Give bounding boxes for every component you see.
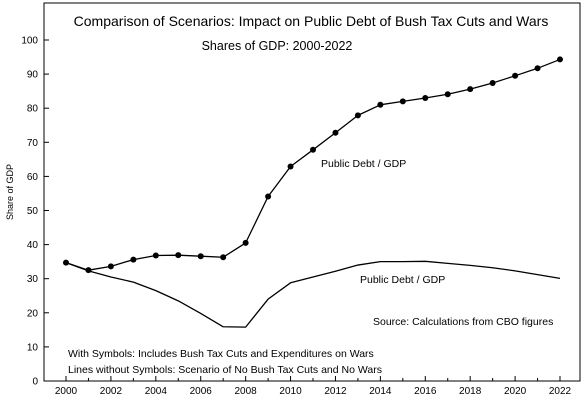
data-point-marker xyxy=(444,91,451,98)
x-tick-label: 2018 xyxy=(459,386,482,397)
series-layer xyxy=(63,56,563,328)
x-tick-label: 2022 xyxy=(549,386,572,397)
data-point-marker xyxy=(152,252,159,259)
y-tick-label: 80 xyxy=(27,104,39,115)
x-tick-label: 2004 xyxy=(145,386,168,397)
x-tick-label: 2020 xyxy=(504,386,527,397)
y-tick-label: 50 xyxy=(27,206,39,217)
data-point-marker xyxy=(354,112,361,119)
y-tick-label: 30 xyxy=(27,274,39,285)
y-tick-label: 100 xyxy=(21,36,38,47)
y-tick-label: 40 xyxy=(27,240,39,251)
x-tick-label: 2014 xyxy=(369,386,392,397)
legend-note-without-symbols: Lines without Symbols: Scenario of No Bu… xyxy=(68,364,382,376)
axes: 0 10 20 30 40 50 60 70 80 90 100 2000 2002 2004 2006 20… xyxy=(21,36,571,398)
data-point-marker xyxy=(265,193,272,200)
x-tick-label: 2012 xyxy=(324,386,347,397)
data-point-marker xyxy=(422,94,429,101)
data-point-marker xyxy=(489,79,496,86)
series-line-with-symbols xyxy=(65,58,561,271)
data-point-marker xyxy=(467,86,474,93)
source-note: Source: Calculations from CBO figures xyxy=(373,316,553,328)
data-point-marker xyxy=(287,163,294,170)
y-tick-label: 70 xyxy=(27,138,39,149)
series-label-without-symbols: Public Debt / GDP xyxy=(360,274,445,286)
data-point-marker xyxy=(175,252,182,259)
x-tick-label: 2010 xyxy=(279,386,302,397)
x-tick-label: 2016 xyxy=(414,386,437,397)
y-tick-label: 60 xyxy=(27,172,39,183)
plot-frame xyxy=(43,2,581,382)
legend-note-with-symbols: With Symbols: Includes Bush Tax Cuts and… xyxy=(68,348,374,360)
series-line-without-symbols xyxy=(65,260,561,328)
x-tick-label: 2002 xyxy=(100,386,123,397)
y-axis-label: Share of GDP xyxy=(5,164,15,220)
x-tick-label: 2008 xyxy=(235,386,258,397)
data-point-marker xyxy=(534,65,541,72)
series-label-with-symbols: Public Debt / GDP xyxy=(321,158,406,170)
data-point-marker xyxy=(242,239,249,246)
y-tick-label: 10 xyxy=(27,342,39,353)
data-point-marker xyxy=(197,253,204,260)
data-point-marker xyxy=(107,263,114,270)
data-point-marker xyxy=(220,254,227,261)
data-point-marker xyxy=(557,56,563,63)
data-point-marker xyxy=(130,256,137,263)
chart-title: Comparison of Scenarios: Impact on Publi… xyxy=(74,13,549,29)
data-point-marker xyxy=(399,98,406,105)
data-point-marker xyxy=(332,129,339,136)
y-tick-label: 0 xyxy=(32,377,38,388)
data-point-marker xyxy=(310,146,316,153)
data-point-marker xyxy=(512,72,519,79)
x-tick-label: 2000 xyxy=(55,386,78,397)
y-tick-label: 90 xyxy=(27,70,39,81)
x-tick-label: 2006 xyxy=(190,386,213,397)
y-tick-label: 20 xyxy=(27,308,39,319)
chart-subtitle: Shares of GDP: 2000-2022 xyxy=(202,39,353,53)
data-point-marker xyxy=(377,101,384,108)
